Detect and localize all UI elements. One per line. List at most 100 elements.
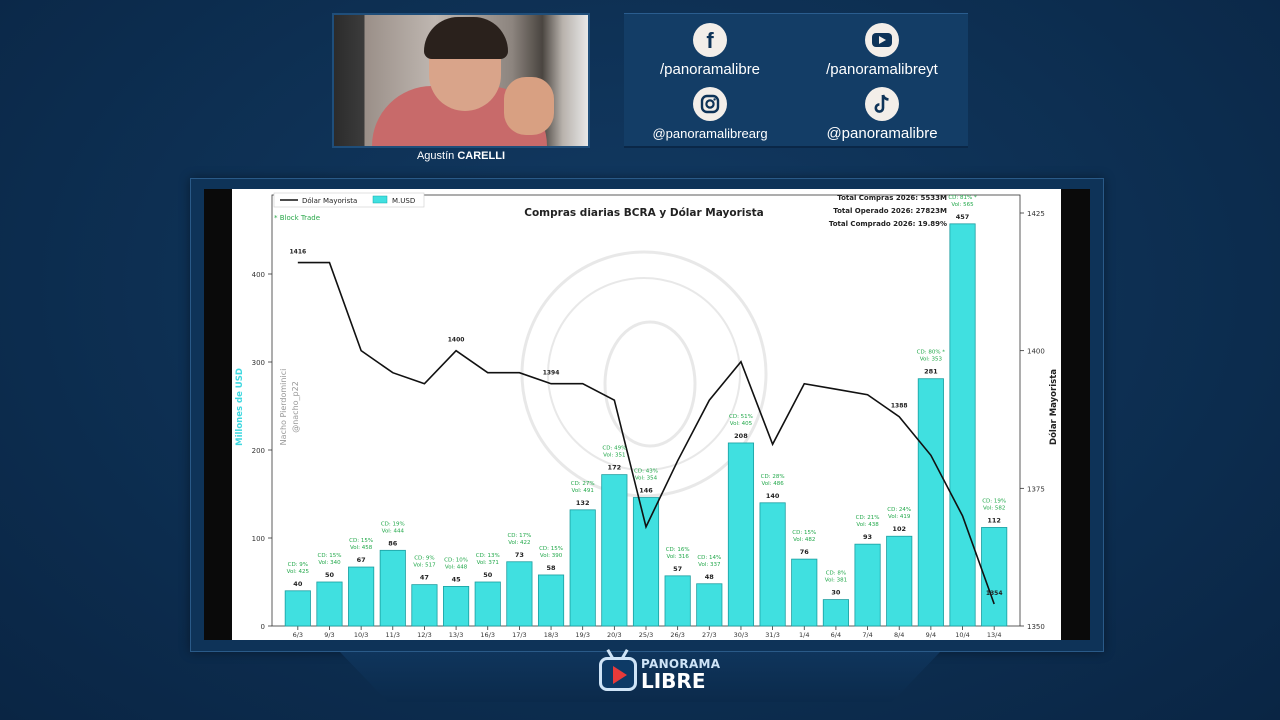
chart-title: Compras diarias BCRA y Dólar Mayorista	[524, 207, 763, 219]
bar-cd-label: CD: 28%	[761, 474, 785, 480]
instagram-handle: @panoramalibrearg	[652, 126, 768, 141]
bar-cd-label: CD: 8%	[826, 571, 846, 577]
bar-vol-label: Vol: 444	[382, 528, 405, 534]
x-tick-label: 11/3	[385, 631, 400, 639]
x-tick-label: 13/4	[987, 631, 1002, 639]
bar-value-label: 140	[766, 492, 780, 500]
bar-cd-label: CD: 81% *	[948, 195, 977, 201]
bar	[981, 527, 1008, 627]
summary-line-2: Total Operado 2026: 27823M	[833, 207, 947, 215]
bar-vol-label: Vol: 486	[761, 481, 784, 487]
social-instagram[interactable]: @panoramalibrearg	[624, 87, 796, 144]
x-tick-label: 9/3	[324, 631, 334, 639]
social-youtube[interactable]: /panoramalibreyt	[796, 23, 968, 80]
x-tick-label: 10/4	[955, 631, 970, 639]
bar	[822, 599, 849, 627]
x-tick-label: 16/3	[480, 631, 495, 639]
x-tick-label: 20/3	[607, 631, 622, 639]
bar-value-label: 76	[800, 548, 810, 556]
bar-vol-label: Vol: 438	[856, 522, 879, 528]
bar	[379, 549, 406, 627]
bar-value-label: 47	[420, 574, 429, 582]
bar-vol-label: Vol: 337	[698, 562, 721, 568]
x-tick-label: 1/4	[799, 631, 809, 639]
bar-value-label: 208	[734, 432, 748, 440]
y2-axis-label: Dólar Mayorista	[1048, 369, 1059, 445]
bar	[601, 474, 628, 627]
y-tick-label: 200	[252, 447, 265, 455]
social-tiktok[interactable]: @panoramalibre	[796, 87, 968, 144]
bar-cd-label: CD: 16%	[666, 547, 690, 553]
bar-value-label: 146	[639, 487, 653, 495]
bar	[727, 442, 755, 627]
x-tick-label: 13/3	[449, 631, 464, 639]
bar-cd-label: CD: 15%	[318, 553, 342, 559]
bar-vol-label: Vol: 458	[350, 545, 373, 551]
youtube-handle: /panoramalibreyt	[826, 61, 938, 78]
bar-cd-label: CD: 27%	[571, 481, 595, 487]
x-tick-label: 30/3	[734, 631, 749, 639]
bar-vol-label: Vol: 354	[635, 476, 658, 482]
chart-legend: Dólar Mayorista M.USD	[273, 192, 425, 208]
dolar-mayorista-line	[297, 261, 995, 605]
x-tick-label: 9/4	[926, 631, 936, 639]
bar-vol-label: Vol: 316	[666, 554, 689, 560]
line-value-label: 1400	[448, 337, 465, 344]
bar-value-label: 93	[863, 533, 872, 541]
tiktok-handle: @panoramalibre	[826, 125, 938, 142]
bar-vol-label: Vol: 371	[477, 560, 499, 566]
bar-cd-label: CD: 49%	[602, 446, 626, 452]
x-tick-label: 17/3	[512, 631, 527, 639]
bar-value-label: 67	[357, 556, 366, 564]
bar-cd-label: CD: 15%	[792, 530, 816, 536]
bar	[949, 223, 976, 627]
presenter-first-name: Agustín	[416, 150, 455, 162]
x-tick-label: 6/3	[293, 631, 303, 639]
bar-cd-label: CD: 19%	[381, 521, 405, 527]
legend-line-label: Dólar Mayorista	[302, 197, 357, 205]
bar-cd-label: CD: 17%	[507, 533, 531, 539]
bar	[443, 585, 470, 627]
y-tick-label: 400	[252, 271, 265, 279]
summary-line-1: Total Compras 2026: 5533M	[837, 194, 947, 202]
bcra-purchases-chart: 0 100 200 300 400 1350 1375 1400 1425 6/3 9/3 10/3 1…	[235, 192, 1059, 639]
bar-cd-label: CD: 15%	[349, 538, 373, 544]
x-tick-label: 8/4	[894, 631, 904, 639]
x-tick-label: 10/3	[354, 631, 369, 639]
logo-line-2: LIBRE	[641, 669, 706, 693]
bar-cd-label: CD: 51%	[729, 414, 753, 420]
line-value-label: 1388	[891, 403, 908, 410]
bar	[474, 581, 501, 627]
bar-vol-label: Vol: 381	[825, 578, 847, 584]
bar-value-label: 112	[987, 516, 1001, 524]
legend-bar-label: M.USD	[392, 197, 415, 205]
presenter-last-name: CARELLI	[457, 150, 506, 162]
bar-vol-label: Vol: 422	[508, 540, 530, 546]
bar-value-label: 281	[924, 368, 938, 376]
bar-value-label: 132	[576, 499, 590, 507]
summary-line-3: Total Comprado 2026: 19.89%	[829, 220, 947, 228]
line-value-label: 1416	[289, 249, 306, 256]
author-handle-watermark: @nacho_p22	[291, 381, 300, 433]
bar	[696, 583, 723, 627]
instagram-icon	[693, 87, 727, 121]
x-tick-label: 25/3	[639, 631, 654, 639]
bar-vol-label: Vol: 405	[730, 421, 753, 427]
x-tick-label: 6/4	[831, 631, 841, 639]
x-tick-label: 7/4	[862, 631, 872, 639]
line-value-label: 1354	[986, 590, 1003, 597]
bar-cd-label: CD: 43%	[634, 469, 658, 475]
legend-bar-swatch	[372, 195, 388, 204]
youtube-icon	[865, 23, 899, 57]
bar-vol-label: Vol: 482	[793, 537, 815, 543]
bar-value-label: 45	[452, 575, 462, 583]
bar-value-label: 86	[388, 539, 398, 547]
bar-value-label: 172	[608, 464, 622, 472]
social-facebook[interactable]: f /panoramalibre	[624, 23, 796, 80]
bar-cd-label: CD: 21%	[856, 515, 880, 521]
bar-cd-label: CD: 9%	[414, 556, 434, 562]
x-tick-label: 31/3	[765, 631, 780, 639]
bar	[854, 543, 881, 627]
bar-vol-label: Vol: 565	[951, 202, 974, 208]
y-tick-label: 0	[261, 623, 265, 631]
